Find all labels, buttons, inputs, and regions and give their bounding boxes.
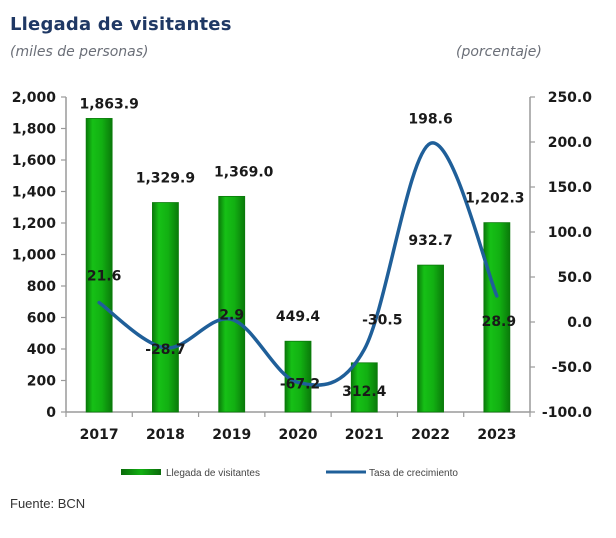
bar-series <box>85 118 511 413</box>
chart-title: Llegada de visitantes <box>10 14 232 35</box>
source-note: Fuente: BCN <box>10 496 86 511</box>
line-data-label: 198.6 <box>408 111 452 127</box>
x-axis-tick-label: 2021 <box>345 427 384 443</box>
legend-label: Tasa de crecimiento <box>369 468 458 479</box>
right-axis-tick-label: 50.0 <box>557 270 592 286</box>
axes: 0 200 400 600 800 1,000 1,200 1,400 1,600 1,800 2,… <box>12 90 593 443</box>
right-axis-tick-label: 200.0 <box>548 135 593 151</box>
left-axis-tick-label: 400 <box>27 342 56 358</box>
left-axis-tick-label: 1,400 <box>12 185 57 201</box>
left-axis-tick-label: 1,800 <box>12 122 57 138</box>
x-axis-tick-label: 2019 <box>212 427 251 443</box>
bar-2021 <box>350 362 378 413</box>
left-axis-tick-label: 1,600 <box>12 153 57 169</box>
left-axis-tick-label: 600 <box>27 311 56 327</box>
left-axis-tick-label: 800 <box>27 279 56 295</box>
bar-2017 <box>85 118 113 413</box>
bar-data-label: 1,329.9 <box>136 171 195 187</box>
bar-2019 <box>218 195 246 413</box>
bar-2022 <box>417 264 444 413</box>
right-axis-tick-label: -100.0 <box>542 405 592 421</box>
line-data-label: -67.2 <box>280 376 320 392</box>
right-axis-unit-label: (porcentaje) <box>456 44 542 60</box>
right-axis-tick-label: 150.0 <box>548 180 593 196</box>
right-axis-tick-label: 100.0 <box>548 225 593 241</box>
legend-item-visitors: Llegada de visitantes <box>121 468 260 479</box>
left-axis-tick-label: 200 <box>27 374 56 390</box>
x-axis-tick-label: 2020 <box>279 427 318 443</box>
data-labels: 1,863.9 1,329.9 1,369.0 449.4 312.4 932.7 1,20… <box>79 96 524 399</box>
line-data-label: 28.9 <box>482 314 517 330</box>
left-axis-tick-label: 1,200 <box>12 216 57 232</box>
bar-data-label: 1,202.3 <box>465 191 524 207</box>
legend-swatch-bar <box>121 469 161 475</box>
line-data-label: 21.6 <box>87 269 122 285</box>
left-axis-tick-label: 0 <box>46 405 56 421</box>
legend-item-growth: Tasa de crecimiento <box>326 468 458 479</box>
bar-2018 <box>152 202 179 413</box>
bar-data-label: 312.4 <box>342 384 387 400</box>
right-axis-tick-label: 250.0 <box>548 90 593 106</box>
bar-data-label: 932.7 <box>408 233 452 249</box>
bar-2023 <box>483 222 511 413</box>
left-axis-unit-label: (miles de personas) <box>10 44 149 60</box>
right-axis-tick-label: -50.0 <box>552 360 593 376</box>
x-axis-tick-label: 2022 <box>411 427 450 443</box>
bar-data-label: 1,863.9 <box>79 96 138 112</box>
right-axis-tick-label: 0.0 <box>567 315 592 331</box>
line-data-label: -30.5 <box>362 312 402 328</box>
legend: Llegada de visitantes Tasa de crecimiento <box>121 468 458 479</box>
legend-label: Llegada de visitantes <box>166 468 260 479</box>
growth-rate-line <box>97 141 499 387</box>
line-series <box>97 141 499 387</box>
x-axis-tick-label: 2018 <box>146 427 185 443</box>
line-data-label: -28.7 <box>145 342 185 358</box>
x-axis-tick-label: 2017 <box>80 427 119 443</box>
x-axis-tick-label: 2023 <box>477 427 516 443</box>
line-data-label: 2.9 <box>219 307 244 323</box>
left-axis-tick-label: 1,000 <box>12 248 57 264</box>
left-axis-tick-label: 2,000 <box>12 90 57 106</box>
bar-data-label: 1,369.0 <box>214 164 274 180</box>
bar-data-label: 449.4 <box>276 309 321 325</box>
